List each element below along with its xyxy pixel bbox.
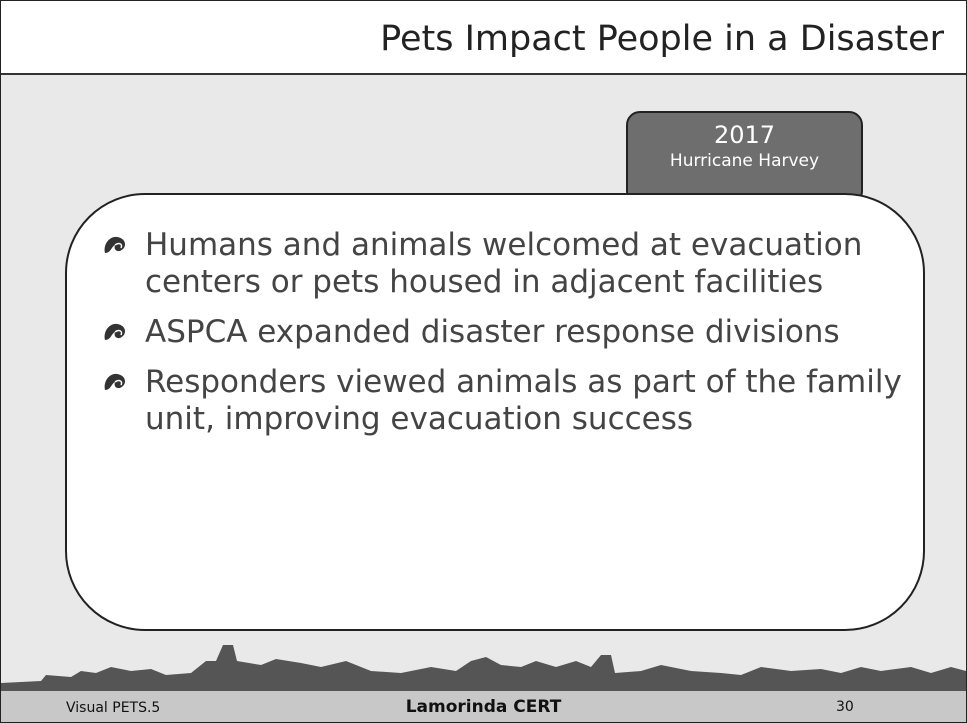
bullet-item: ASPCA expanded disaster response divisio… xyxy=(99,314,909,351)
bullet-icon xyxy=(101,320,129,344)
title-bar: Pets Impact People in a Disaster xyxy=(1,1,966,75)
badge: 2017 Hurricane Harvey xyxy=(626,111,863,205)
bullet-text: Responders viewed animals as part of the… xyxy=(145,364,902,437)
slide-title: Pets Impact People in a Disaster xyxy=(380,19,944,59)
slide: Pets Impact People in a Disaster 2017 Hu… xyxy=(0,0,967,723)
bullet-icon xyxy=(101,370,129,394)
bullet-text: Humans and animals welcomed at evacuatio… xyxy=(145,227,862,300)
page-number: 30 xyxy=(836,699,854,715)
bullet-item: Responders viewed animals as part of the… xyxy=(99,364,909,438)
bullet-text: ASPCA expanded disaster response divisio… xyxy=(145,314,840,350)
page: Pets Impact People in a Disaster 2017 Hu… xyxy=(0,0,967,723)
badge-year: 2017 xyxy=(628,121,861,149)
skyline xyxy=(1,631,966,691)
footer: Visual PETS.5 Lamorinda CERT 30 xyxy=(1,691,966,722)
skyline-shape xyxy=(1,645,966,691)
footer-center: Lamorinda CERT xyxy=(1,697,966,717)
bullet-item: Humans and animals welcomed at evacuatio… xyxy=(99,227,909,301)
bullet-list: Humans and animals welcomed at evacuatio… xyxy=(99,227,909,451)
bullet-icon xyxy=(101,233,129,257)
badge-event: Hurricane Harvey xyxy=(628,151,861,171)
content-box: Humans and animals welcomed at evacuatio… xyxy=(65,193,925,631)
